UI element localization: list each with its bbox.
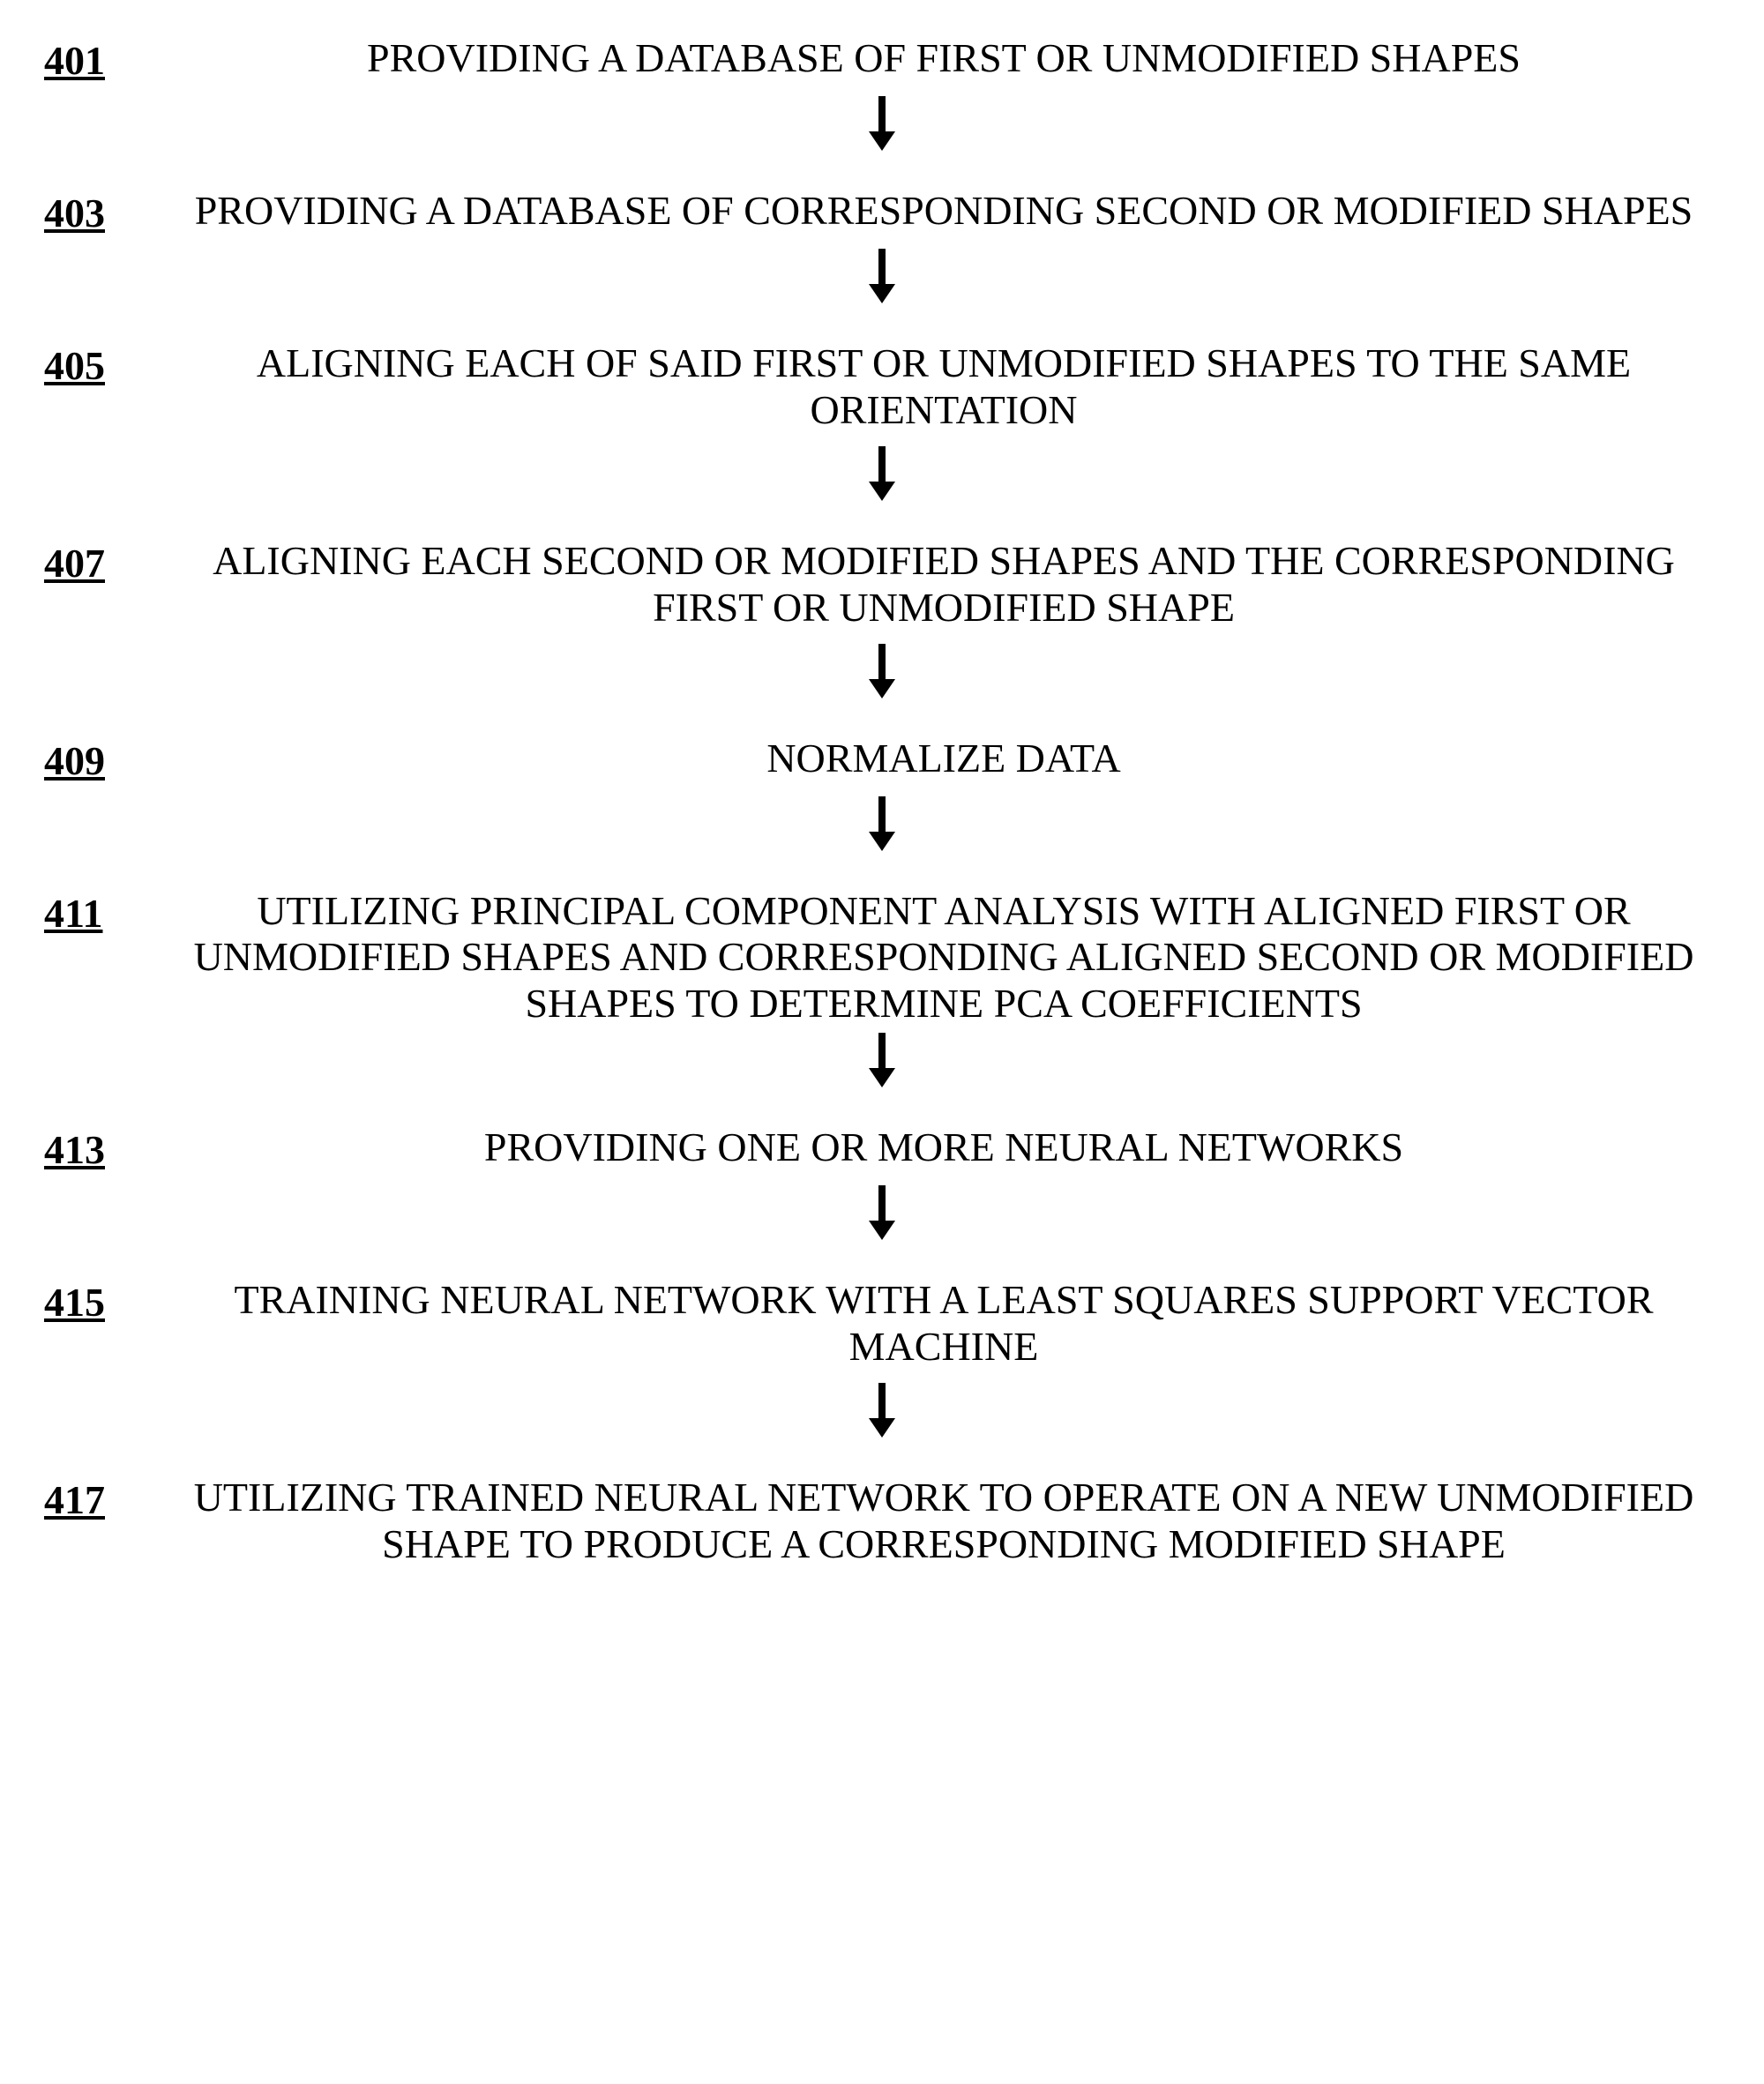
flow-step: 403PROVIDING A DATABASE OF CORRESPONDING… bbox=[44, 188, 1720, 236]
step-number: 403 bbox=[44, 188, 168, 236]
flow-arrow bbox=[44, 94, 1720, 153]
step-text: ALIGNING EACH OF SAID FIRST OR UNMODIFIE… bbox=[168, 340, 1720, 434]
flow-step: 407ALIGNING EACH SECOND OR MODIFIED SHAP… bbox=[44, 538, 1720, 631]
flowchart-container: 401PROVIDING A DATABASE OF FIRST OR UNMO… bbox=[44, 35, 1720, 1568]
flow-arrow bbox=[44, 247, 1720, 305]
step-text: NORMALIZE DATA bbox=[168, 736, 1720, 782]
flow-step: 411UTILIZING PRINCIPAL COMPONENT ANALYSI… bbox=[44, 888, 1720, 1028]
flow-step: 415TRAINING NEURAL NETWORK WITH A LEAST … bbox=[44, 1277, 1720, 1371]
step-text: UTILIZING PRINCIPAL COMPONENT ANALYSIS W… bbox=[168, 888, 1720, 1028]
arrow-down-icon bbox=[864, 1381, 900, 1439]
step-number: 413 bbox=[44, 1124, 168, 1173]
arrow-down-icon bbox=[864, 94, 900, 153]
arrow-down-icon bbox=[864, 1031, 900, 1089]
step-text: TRAINING NEURAL NETWORK WITH A LEAST SQU… bbox=[168, 1277, 1720, 1371]
step-number: 417 bbox=[44, 1475, 168, 1523]
flow-step: 401PROVIDING A DATABASE OF FIRST OR UNMO… bbox=[44, 35, 1720, 84]
flow-arrow bbox=[44, 795, 1720, 853]
flow-step: 413PROVIDING ONE OR MORE NEURAL NETWORKS bbox=[44, 1124, 1720, 1173]
flow-arrow bbox=[44, 1184, 1720, 1242]
flow-step: 409NORMALIZE DATA bbox=[44, 736, 1720, 784]
step-number: 401 bbox=[44, 35, 168, 84]
step-number: 409 bbox=[44, 736, 168, 784]
arrow-down-icon bbox=[864, 642, 900, 700]
arrow-down-icon bbox=[864, 247, 900, 305]
flow-arrow bbox=[44, 444, 1720, 503]
arrow-down-icon bbox=[864, 1184, 900, 1242]
step-text: UTILIZING TRAINED NEURAL NETWORK TO OPER… bbox=[168, 1475, 1720, 1568]
step-number: 407 bbox=[44, 538, 168, 586]
flow-arrow bbox=[44, 1381, 1720, 1439]
step-number: 415 bbox=[44, 1277, 168, 1326]
flow-arrow bbox=[44, 1031, 1720, 1089]
step-text: PROVIDING A DATABASE OF FIRST OR UNMODIF… bbox=[168, 35, 1720, 82]
step-text: PROVIDING A DATABASE OF CORRESPONDING SE… bbox=[168, 188, 1720, 235]
flow-step: 405ALIGNING EACH OF SAID FIRST OR UNMODI… bbox=[44, 340, 1720, 434]
arrow-down-icon bbox=[864, 795, 900, 853]
step-text: PROVIDING ONE OR MORE NEURAL NETWORKS bbox=[168, 1124, 1720, 1171]
step-text: ALIGNING EACH SECOND OR MODIFIED SHAPES … bbox=[168, 538, 1720, 631]
flow-step: 417UTILIZING TRAINED NEURAL NETWORK TO O… bbox=[44, 1475, 1720, 1568]
flow-arrow bbox=[44, 642, 1720, 700]
arrow-down-icon bbox=[864, 444, 900, 503]
step-number: 405 bbox=[44, 340, 168, 389]
step-number: 411 bbox=[44, 888, 168, 937]
